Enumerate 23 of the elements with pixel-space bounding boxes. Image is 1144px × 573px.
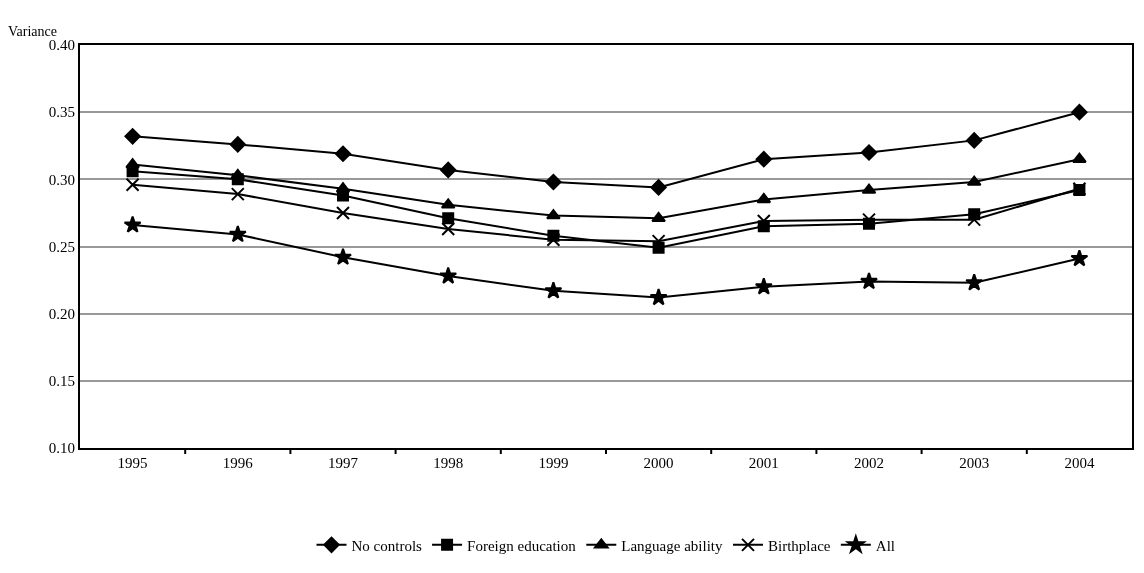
- x-tick-label: 1999: [538, 455, 569, 471]
- x-tick-label: 2004: [1064, 455, 1095, 471]
- x-tick-label: 1997: [328, 455, 359, 471]
- legend-label: Foreign education: [467, 537, 577, 554]
- x-tick-label: 2000: [643, 455, 674, 471]
- x-tick-label: 1998: [433, 455, 464, 471]
- legend-label: Birthplace: [768, 537, 831, 554]
- legend-label: All: [875, 537, 895, 554]
- x-tick-label: 1996: [222, 455, 254, 471]
- x-tick-label: 2001: [748, 455, 779, 471]
- y-axis-title: Variance: [8, 24, 57, 39]
- x-tick-label: 1995: [117, 455, 148, 471]
- x-tick-label: 2002: [854, 455, 884, 471]
- y-tick-label: 0.15: [48, 373, 75, 390]
- y-tick-label: 0.20: [48, 305, 75, 322]
- x-tick-label: 2003: [959, 455, 990, 471]
- legend-label: Language ability: [621, 537, 723, 554]
- y-tick-label: 0.25: [48, 238, 75, 255]
- y-tick-label: 0.40: [48, 37, 75, 54]
- legend-label: No controls: [351, 537, 423, 554]
- y-tick-label: 0.35: [48, 104, 75, 121]
- y-tick-label: 0.30: [48, 171, 75, 188]
- y-tick-label: 0.10: [48, 440, 75, 457]
